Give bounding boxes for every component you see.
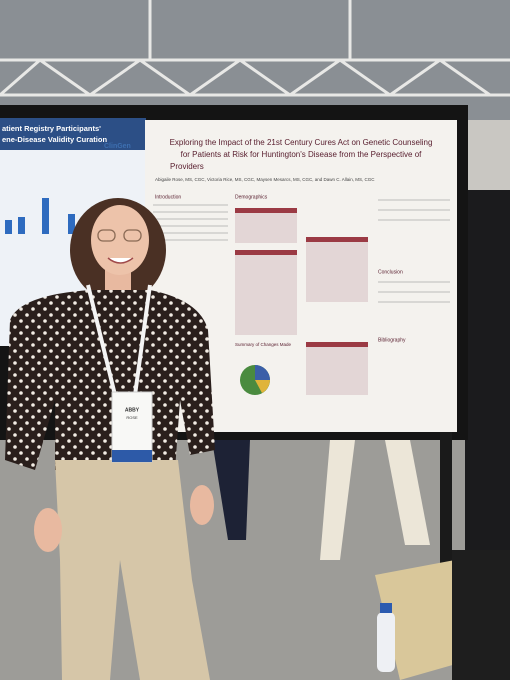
- pie-slice: [255, 365, 270, 380]
- poster-table-body: [235, 213, 368, 395]
- section-heading: Bibliography: [378, 337, 406, 343]
- hand: [34, 508, 62, 552]
- section-heading: Conclusion: [378, 269, 403, 275]
- pants: [55, 460, 210, 680]
- passerby-leg: [320, 440, 355, 560]
- section-heading: Introduction: [155, 194, 181, 200]
- passerby-leg: [212, 440, 250, 540]
- lanyard: [86, 284, 152, 396]
- bottle: [377, 612, 395, 672]
- bottle-cap: [380, 603, 392, 613]
- passerby-leg: [385, 440, 430, 545]
- poster-tables: [235, 208, 368, 347]
- section-heading: Demographics: [235, 194, 268, 200]
- poster-body-text: [153, 199, 450, 303]
- glasses: [97, 229, 116, 242]
- badge-stripe: [112, 450, 152, 462]
- hand: [190, 485, 214, 525]
- logo: ClinGen: [104, 143, 131, 150]
- poster-title: Exploring the Impact of the 21st Century…: [170, 138, 433, 147]
- poster-title: Providers: [170, 162, 204, 171]
- left-poster-title: atient Registry Participants': [2, 124, 101, 133]
- glasses: [123, 229, 142, 242]
- poster-title: for Patients at Risk for Huntington's Di…: [181, 150, 423, 159]
- badge-last-name: ROSE: [126, 415, 138, 420]
- badge-first-name: ABBY: [125, 407, 140, 413]
- left-poster-title: ene-Disease Validity Curation: [2, 135, 107, 144]
- curtain: [465, 190, 510, 560]
- left-poster-header: [0, 118, 146, 150]
- pie-slice: [255, 380, 270, 393]
- left-poster-chart: [5, 198, 75, 234]
- black-bag: [452, 550, 510, 680]
- truss: [0, 0, 510, 97]
- tote-bag: [375, 560, 470, 680]
- section-heading: Summary of Changes Made: [235, 342, 292, 347]
- face: [91, 205, 149, 275]
- poster-authors: Abigaile Rose, MS, CGC, Victoria Rice, M…: [155, 177, 375, 182]
- smile: [107, 257, 134, 264]
